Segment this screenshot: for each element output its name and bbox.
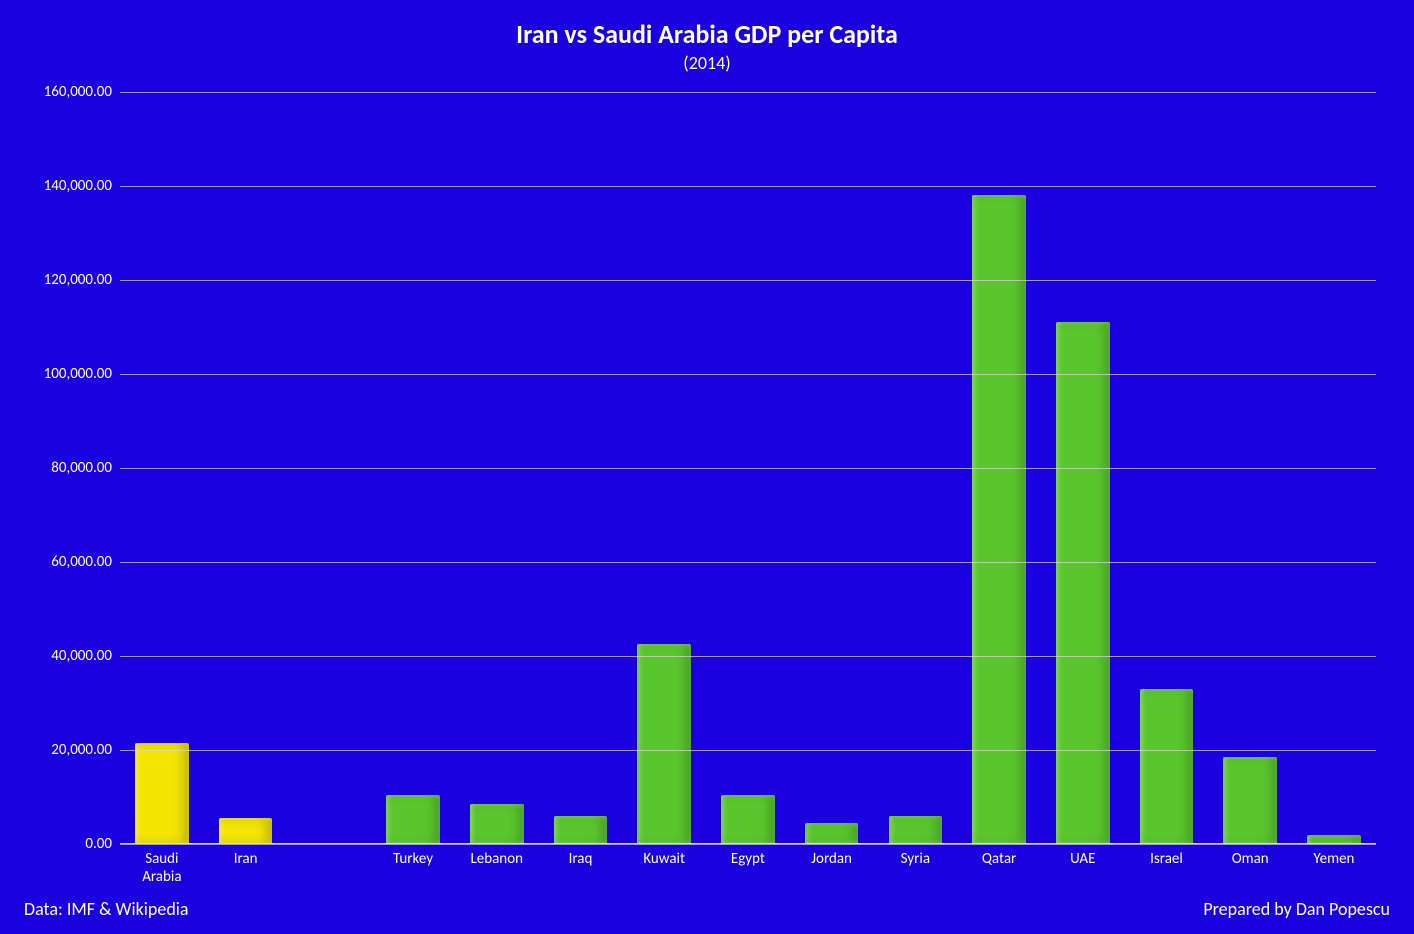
bar xyxy=(1056,322,1110,844)
x-tick-label: Lebanon xyxy=(470,844,523,868)
bar xyxy=(135,743,189,844)
x-tick-label: Syria xyxy=(901,844,930,868)
x-tick-label: Israel xyxy=(1150,844,1183,868)
y-tick-label: 80,000.00 xyxy=(51,459,120,477)
y-gridline xyxy=(120,374,1376,375)
plot-area: Saudi ArabiaIranTurkeyLebanonIraqKuwaitE… xyxy=(120,92,1376,844)
x-tick-label: Jordan xyxy=(811,844,852,868)
bar xyxy=(805,823,859,844)
bar xyxy=(637,644,691,844)
chart-subtitle: (2014) xyxy=(0,52,1414,74)
bar xyxy=(219,818,273,844)
x-tick-label: Saudi Arabia xyxy=(142,844,181,886)
y-tick-label: 0.00 xyxy=(85,835,120,853)
x-tick-label: Iran xyxy=(234,844,258,868)
bar xyxy=(889,816,943,844)
y-tick-label: 120,000.00 xyxy=(44,271,120,289)
y-gridline xyxy=(120,186,1376,187)
x-tick-label: Kuwait xyxy=(643,844,685,868)
y-gridline xyxy=(120,656,1376,657)
y-tick-label: 60,000.00 xyxy=(51,553,120,571)
x-tick-label: Egypt xyxy=(731,844,765,868)
x-tick-label: Iraq xyxy=(569,844,593,868)
y-gridline xyxy=(120,562,1376,563)
bar xyxy=(386,795,440,844)
footer-author: Prepared by Dan Popescu xyxy=(1203,898,1390,920)
bar xyxy=(1140,689,1194,844)
y-tick-label: 140,000.00 xyxy=(44,177,120,195)
y-tick-label: 100,000.00 xyxy=(44,365,120,383)
x-tick-label: Qatar xyxy=(982,844,1016,868)
bar xyxy=(721,795,775,844)
y-gridline xyxy=(120,92,1376,93)
chart-title: Iran vs Saudi Arabia GDP per Capita xyxy=(0,18,1414,50)
bar xyxy=(470,804,524,844)
bar xyxy=(972,195,1026,844)
footer-source: Data: IMF & Wikipedia xyxy=(24,898,189,920)
bar xyxy=(554,816,608,844)
y-gridline xyxy=(120,468,1376,469)
y-gridline xyxy=(120,280,1376,281)
x-tick-label: Turkey xyxy=(393,844,433,868)
x-tick-label: Oman xyxy=(1232,844,1269,868)
chart-container: Iran vs Saudi Arabia GDP per Capita (201… xyxy=(0,0,1414,934)
bar xyxy=(1223,757,1277,844)
x-tick-label: Yemen xyxy=(1313,844,1354,868)
y-tick-label: 20,000.00 xyxy=(51,741,120,759)
title-block: Iran vs Saudi Arabia GDP per Capita (201… xyxy=(0,18,1414,74)
y-tick-label: 160,000.00 xyxy=(44,83,120,101)
y-tick-label: 40,000.00 xyxy=(51,647,120,665)
x-tick-label: UAE xyxy=(1070,844,1095,868)
y-gridline xyxy=(120,750,1376,751)
y-gridline xyxy=(120,844,1376,845)
